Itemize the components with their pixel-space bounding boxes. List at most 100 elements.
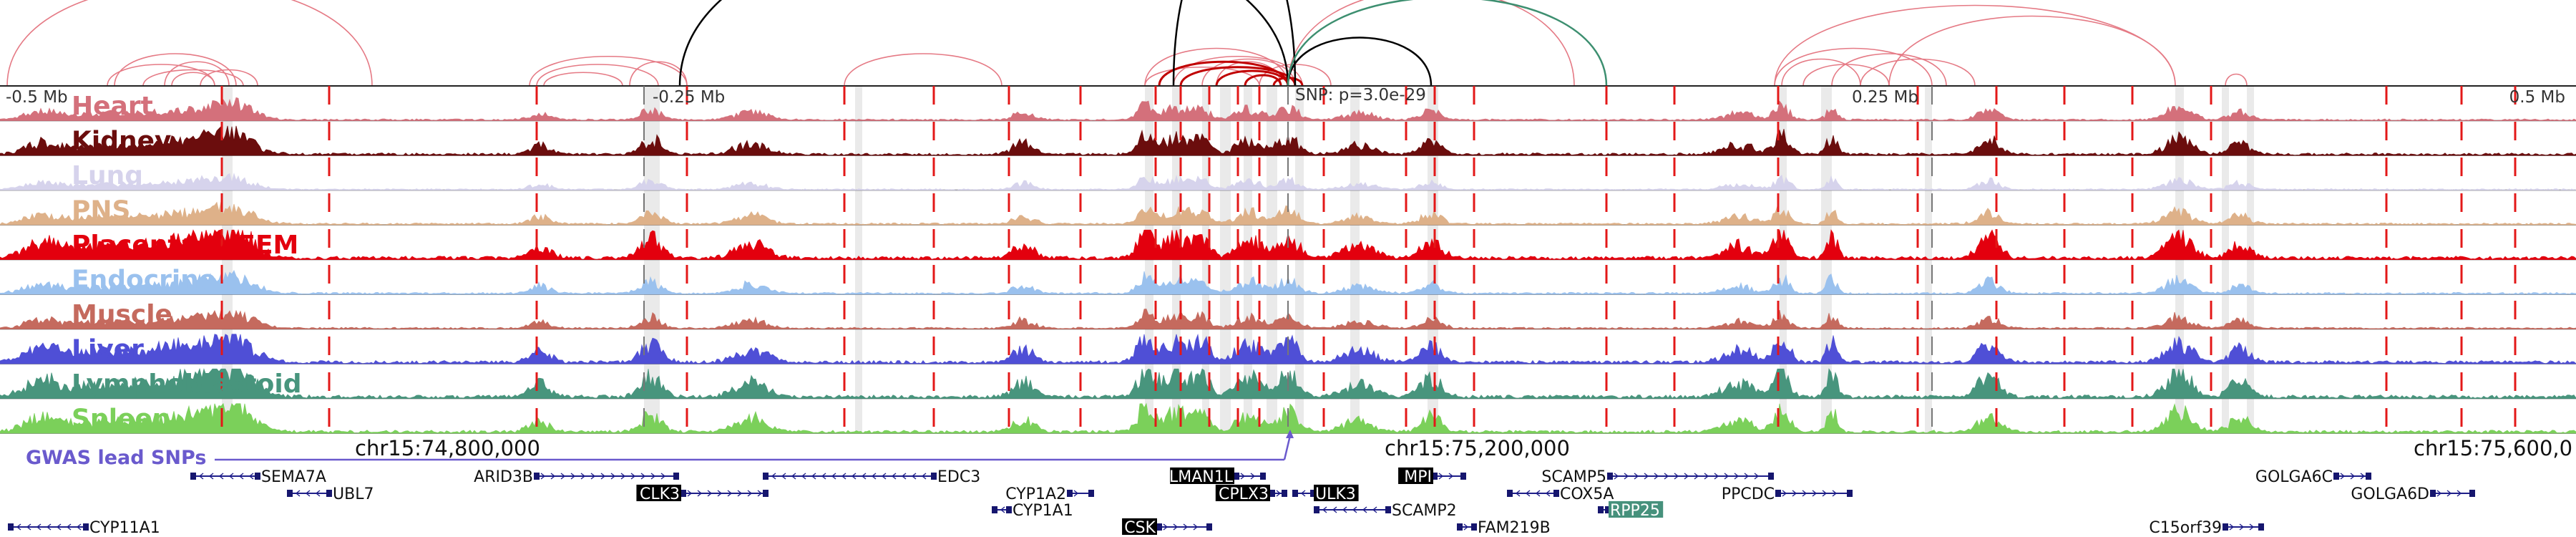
strand-arrow — [1362, 506, 1367, 513]
strand-arrow — [570, 473, 576, 480]
strand-arrow — [1352, 506, 1357, 513]
strand-arrow — [1734, 473, 1740, 480]
interaction-arc-strong — [1158, 60, 1289, 87]
exon — [326, 490, 332, 497]
gene-cyp11a1: CYP11A1 — [8, 519, 160, 537]
gene-scamp5: SCAMP5 — [1541, 468, 1774, 486]
gene-label: C15orf39 — [2149, 519, 2222, 537]
gene-label: CPLX3 — [1219, 485, 1269, 503]
interaction-arc — [1860, 58, 1976, 87]
coord-label-2: chr15:75,200,000 — [1385, 436, 1570, 460]
gene-annotations: SEMA7A UBL7 CYP11A1 ARID3B CLK3 EDC3 CYP1A2CYP… — [8, 467, 2475, 537]
gene-label: CYP1A1 — [1013, 502, 1073, 520]
interaction-arc — [2225, 73, 2248, 87]
exon — [1234, 473, 1239, 480]
strand-arrow — [1614, 473, 1619, 480]
strand-arrow — [76, 523, 82, 531]
strand-arrow — [851, 473, 857, 480]
strand-arrow — [56, 523, 62, 531]
gene-label: GOLGA6C — [2255, 468, 2333, 486]
exon — [8, 523, 14, 531]
strand-arrow — [238, 473, 244, 480]
strand-arrow — [791, 473, 796, 480]
strand-arrow — [1684, 473, 1689, 480]
interaction-arc-black — [1287, 37, 1433, 87]
strand-arrow — [560, 473, 566, 480]
exon — [1847, 490, 1853, 497]
strand-arrow — [811, 473, 816, 480]
gene-label-box — [636, 484, 681, 501]
gene-label: ARID3B — [474, 468, 533, 486]
exon — [992, 506, 997, 513]
strand-arrow — [295, 490, 301, 497]
strand-arrow — [208, 473, 214, 480]
interaction-arc — [164, 61, 230, 87]
strand-arrow — [630, 473, 636, 480]
strand-arrow — [580, 473, 586, 480]
track-signal — [0, 201, 2576, 226]
strand-arrow — [841, 473, 847, 480]
exon — [1292, 490, 1298, 497]
strand-arrow — [2249, 523, 2255, 531]
strand-arrow — [1624, 473, 1629, 480]
interaction-arc — [529, 56, 688, 87]
gene-arid3b: ARID3B — [474, 468, 679, 486]
exon — [763, 490, 769, 497]
exon — [534, 473, 540, 480]
interaction-arc-black — [678, 0, 1289, 87]
track-signal — [0, 173, 2576, 190]
strand-arrow — [650, 473, 656, 480]
strand-arrow — [1792, 490, 1797, 497]
exon — [1156, 523, 1162, 531]
gene-label: CLK3 — [640, 485, 680, 503]
track-pns — [0, 201, 2576, 226]
strand-arrow — [771, 473, 776, 480]
strand-arrow — [228, 473, 234, 480]
gene-label: EDC3 — [937, 468, 980, 486]
strand-arrow — [1448, 473, 1454, 480]
gene-label-box — [1215, 484, 1270, 501]
gwas-lead-snps-label: GWAS lead SNPs — [26, 447, 206, 469]
strand-arrow — [1782, 490, 1787, 497]
strand-arrow — [66, 523, 72, 531]
strand-arrow — [737, 490, 743, 497]
exon — [680, 490, 686, 497]
strand-arrow — [1342, 506, 1347, 513]
exon — [1607, 473, 1613, 480]
interaction-arc — [536, 64, 659, 87]
exon — [1775, 490, 1781, 497]
exon — [1507, 490, 1513, 497]
track-label: Liver — [72, 335, 144, 364]
strand-arrow — [1822, 490, 1828, 497]
strand-arrow — [660, 473, 666, 480]
gene-cplx3: CPLX3 — [1215, 484, 1287, 503]
exon — [2366, 473, 2371, 480]
gene-label: MPI — [1404, 468, 1432, 486]
offset-label-mid-right: 0.25 Mb — [1852, 88, 1918, 107]
gene-label: CYP11A1 — [89, 519, 160, 537]
strand-arrow — [1438, 473, 1444, 480]
exon — [2223, 523, 2228, 531]
gene-mpi: MPI — [1398, 467, 1466, 486]
strand-arrow — [1704, 473, 1709, 480]
track-label: Kidney — [72, 127, 172, 156]
gene-label: CYP1A2 — [1005, 485, 1066, 503]
interaction-arc-green — [1287, 0, 1608, 87]
strand-arrow — [1332, 506, 1337, 513]
exon — [1067, 490, 1073, 497]
exon — [2333, 473, 2339, 480]
interaction-arc — [1802, 64, 1890, 87]
strand-arrow — [881, 473, 887, 480]
strand-arrow — [1664, 473, 1669, 480]
strand-arrow — [1073, 490, 1079, 497]
gene-label-box — [1609, 500, 1664, 518]
exon — [1432, 473, 1438, 480]
strand-arrow — [1193, 523, 1199, 531]
gene-ulk3: ULK3 — [1292, 484, 1359, 503]
gene-csk: CSK — [1122, 518, 1212, 537]
gene-label-box — [1314, 484, 1359, 501]
strand-arrow — [1322, 506, 1327, 513]
strand-arrow — [1515, 490, 1521, 497]
track-signal — [0, 125, 2576, 156]
